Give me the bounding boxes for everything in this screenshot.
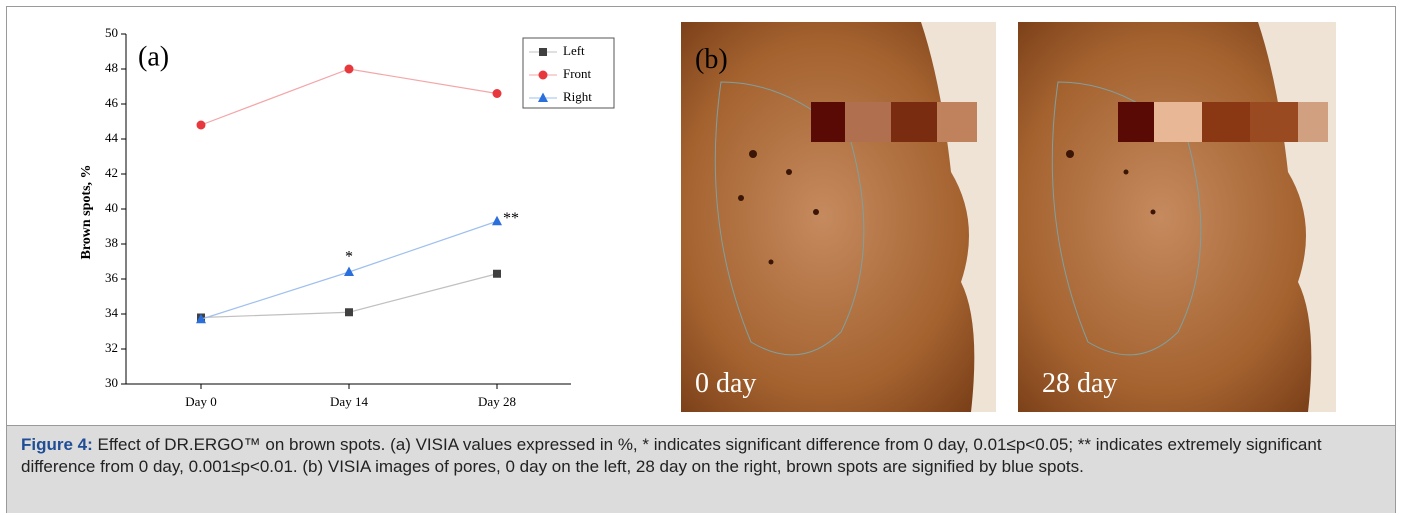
y-tick-label: 32 [105, 340, 118, 355]
marker [345, 308, 353, 316]
panel-label: (a) [138, 41, 169, 72]
x-tick-label: Day 0 [185, 394, 216, 409]
legend-label: Front [563, 66, 592, 81]
y-tick-label: 48 [105, 60, 118, 75]
annotation: * [345, 249, 353, 266]
x-tick-label: Day 28 [478, 394, 516, 409]
caption: Figure 4: Effect of DR.ERGO™ on brown sp… [7, 425, 1395, 513]
caption-label: Figure 4: [21, 435, 93, 454]
y-tick-label: 50 [105, 25, 118, 40]
marker [493, 270, 501, 278]
y-tick-label: 46 [105, 95, 119, 110]
y-tick-label: 36 [105, 270, 119, 285]
marker [493, 89, 502, 98]
y-axis-label: Brown spots, % [79, 164, 94, 259]
marker [492, 216, 502, 226]
marker [345, 65, 354, 74]
legend-label: Left [563, 43, 585, 58]
x-tick-label: Day 14 [330, 394, 368, 409]
photo-panel: (b) 0 day 28 day [681, 22, 1343, 420]
marker [539, 48, 547, 56]
y-tick-label: 38 [105, 235, 118, 250]
photo-0-day: (b) 0 day [681, 22, 996, 412]
legend-label: Right [563, 89, 592, 104]
photo-28-day: 28 day [1018, 22, 1336, 412]
y-tick-label: 40 [105, 200, 118, 215]
annotation: ** [503, 210, 519, 227]
marker [539, 71, 548, 80]
marker [197, 121, 206, 130]
y-tick-label: 34 [105, 305, 119, 320]
series-line [201, 69, 497, 125]
y-tick-label: 30 [105, 375, 118, 390]
y-tick-label: 42 [105, 165, 118, 180]
figure: (a) Brown spots, % 30 32 34 36 38 40 42 44 46 48 5… [6, 6, 1396, 513]
caption-text: Effect of DR.ERGO™ on brown spots. (a) V… [21, 435, 1322, 476]
panel-label: (b) [695, 44, 728, 75]
chart: (a) Brown spots, % 30 32 34 36 38 40 42 44 46 48 5… [7, 7, 667, 422]
y-tick-label: 44 [105, 130, 119, 145]
image-label: 0 day [695, 368, 756, 399]
image-label: 28 day [1042, 368, 1117, 399]
